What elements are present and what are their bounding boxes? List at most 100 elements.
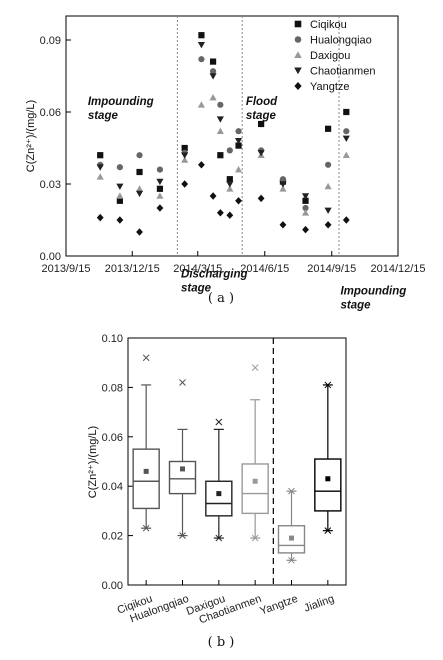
panel-b-y-axis: 0.00 0.02 0.04 0.06 0.08 0.10: [102, 333, 133, 592]
panel-a-point-hualongqiao: [235, 128, 242, 135]
box-iqr: [277, 525, 306, 554]
panel-a-point-daxigou: [181, 156, 189, 163]
panel-a-caption: ( a ): [208, 291, 234, 306]
panel-a-point-yangtze: [209, 192, 217, 200]
panel-a-point-daxigou: [216, 127, 224, 134]
panel-a-point-chaotianmen: [181, 152, 189, 159]
panel-a-point-chaotianmen: [226, 181, 234, 188]
panel-b-y-tick-label: 0.08: [102, 382, 123, 394]
box-outlier-stroke: [324, 527, 332, 535]
box-outlier-stroke: [179, 532, 186, 539]
panel-a-point-ciqikou: [136, 168, 143, 176]
panel-a-x-tick-label: 2014/3/15: [173, 263, 222, 275]
box-iqr: [314, 458, 342, 512]
box-outlier-marker: [215, 534, 223, 542]
panel-b-boxes: [132, 354, 342, 564]
panel-a-point-yangtze: [324, 221, 332, 229]
panel-a-y-tick-label: 0.00: [40, 251, 61, 263]
panel-a-point-daxigou: [135, 185, 144, 192]
panel-a-x-tick-label: 2013/12/15: [105, 263, 160, 275]
panel-a-x-tick-label: 2014/12/15: [370, 263, 425, 275]
box-jialing: [314, 381, 342, 535]
legend-marker-yangtze: [294, 82, 302, 90]
panel-a-stage-dividers: [176, 16, 340, 256]
panel-a-point-daxigou: [342, 151, 350, 158]
box-outlier-marker: [142, 524, 150, 532]
panel-a-point-chaotianmen: [135, 190, 144, 198]
panel-a-point-yangtze: [342, 216, 350, 224]
box-outlier-stroke: [288, 487, 295, 495]
box-outlier-marker: [251, 364, 259, 371]
panel-a-point-chaotianmen: [216, 116, 224, 123]
panel-a-y-axis: 0.00 0.03 0.06 0.09: [40, 35, 71, 263]
panel-a-point-yangtze: [136, 228, 143, 236]
box-iqr: [241, 463, 269, 515]
panel-a-x-tick-label: 2014/6/15: [240, 263, 289, 275]
panel-a-point-chaotianmen: [156, 178, 164, 186]
panel-a-point-daxigou: [301, 209, 310, 216]
panel-b-y-tick-label: 0.04: [102, 481, 123, 493]
panel-a-point-hualongqiao: [302, 204, 309, 212]
panel-a-point-ciqikou: [343, 108, 350, 116]
box-outlier-stroke: [215, 418, 223, 426]
box-outlier-stroke: [251, 364, 259, 371]
panel-b-y-tick-label: 0.10: [102, 333, 123, 345]
panel-a-point-hualongqiao: [343, 128, 350, 135]
box-outlier-stroke: [179, 379, 186, 386]
panel-a-stage-labels: Impounding stage Discharging stage Flood stag…: [88, 96, 406, 312]
panel-b-x-axis: CiqikouHualongqiaoDaxigouChaotianmenYang…: [116, 580, 336, 626]
panel-a-stage-label: Impounding stage: [340, 285, 406, 311]
box-mean-marker: [216, 491, 222, 497]
panel-b-y-tick-label: 0.06: [102, 432, 123, 444]
box-outlier-stroke: [324, 381, 332, 389]
panel-a-point-hualongqiao: [279, 176, 287, 183]
panel-a-point-hualongqiao: [209, 68, 217, 75]
panel-a-point-ciqikou: [116, 197, 123, 204]
panel-a-point-daxigou: [116, 192, 124, 199]
box-outlier-marker: [251, 534, 259, 542]
legend-label-hualongqiao: Hualongqiao: [310, 35, 372, 47]
panel-a-point-ciqikou: [198, 32, 205, 39]
panel-a-scatter-chart: 0.00 0.03 0.06 0.09 2013/9/15 2013/12/15 2014…: [25, 15, 426, 312]
panel-a-point-ciqikou: [181, 144, 188, 152]
box-outlier-marker: [215, 418, 223, 426]
panel-a-point-ciqikou: [258, 120, 265, 128]
box-mean-marker: [289, 535, 294, 541]
panel-a-point-ciqikou: [302, 197, 309, 204]
panel-a-point-chaotianmen: [324, 207, 332, 214]
box-outlier-marker: [179, 379, 186, 386]
panel-b-y-tick-label: 0.00: [102, 580, 123, 592]
panel-a-x-tick-label: 2013/9/15: [42, 263, 91, 275]
box-mean-marker: [252, 478, 258, 484]
box-iqr: [205, 480, 233, 517]
box-outlier-marker: [288, 487, 295, 495]
panel-a-y-axis-label: C(Zn²⁺)/(mg/L): [25, 100, 37, 172]
panel-b-box-plot: 0.00 0.02 0.04 0.06 0.08 0.10 CiqikouHualongq…: [87, 333, 347, 650]
panel-a-point-daxigou: [226, 185, 234, 192]
legend-label-ciqikou: Ciqikou: [310, 19, 347, 31]
box-outlier-marker: [179, 532, 186, 539]
panel-a-point-chaotianmen: [197, 42, 205, 49]
box-outlier-marker: [324, 381, 332, 389]
panel-a-legend: Ciqikou Hualongqiao Daxigou Chaotianmen Yang…: [294, 19, 375, 93]
box-outlier-stroke: [142, 524, 150, 532]
panel-a-point-hualongqiao: [116, 164, 123, 171]
panel-a-point-yangtze: [279, 221, 287, 229]
panel-a-point-ciqikou: [325, 125, 332, 132]
panel-a-data-points: [96, 32, 350, 236]
panel-b-caption: ( b ): [208, 635, 235, 650]
panel-b-x-tick-label: Yangtze: [258, 593, 299, 618]
panel-a-point-yangtze: [235, 197, 242, 205]
panel-a-point-yangtze: [226, 211, 234, 219]
legend-marker-hualongqiao: [294, 36, 302, 43]
panel-b-y-tick-label: 0.02: [102, 531, 123, 543]
panel-a-point-chaotianmen: [116, 183, 124, 190]
panel-a-point-daxigou: [209, 94, 217, 101]
panel-a-point-yangtze: [96, 213, 104, 222]
panel-a-point-daxigou: [279, 185, 287, 192]
panel-a-stage-label: Flood stage: [246, 96, 278, 122]
panel-a-point-ciqikou: [235, 142, 242, 149]
panel-a-point-yangtze: [257, 194, 265, 203]
box-mean-marker: [180, 466, 185, 472]
